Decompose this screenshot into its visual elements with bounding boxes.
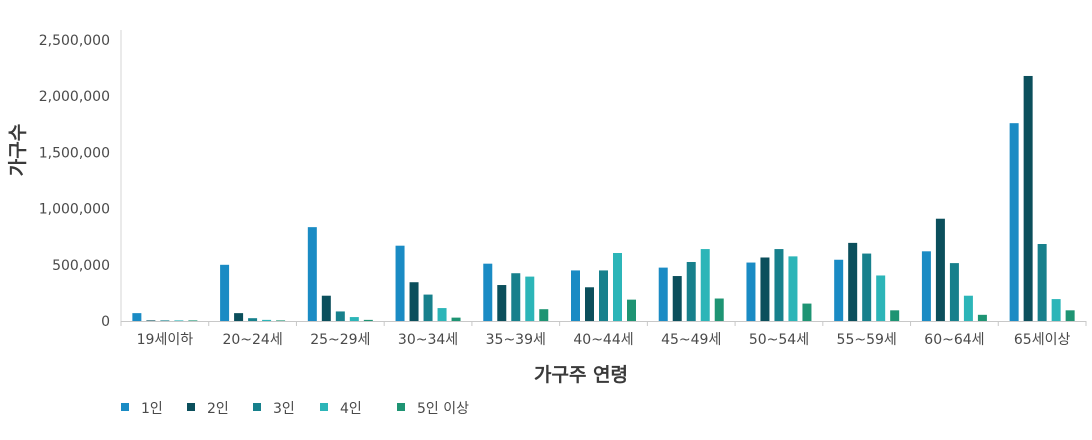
bar: [890, 310, 900, 321]
bar: [686, 261, 696, 321]
bar: [423, 294, 433, 321]
bar: [802, 303, 812, 321]
x-tick-label: 60~64세: [924, 332, 984, 348]
bar: [437, 308, 447, 321]
y-tick-label: 0: [101, 314, 110, 330]
legend-swatch: [320, 403, 328, 411]
x-tick-label: 50~54세: [749, 332, 809, 348]
bar: [746, 262, 756, 321]
x-tick-label: 40~44세: [573, 332, 633, 348]
x-tick-label: 55~59세: [837, 332, 897, 348]
bar: [220, 264, 230, 321]
bar: [1037, 244, 1047, 321]
x-axis-title: 가구주 연령: [534, 364, 628, 386]
legend-item: 3인: [253, 401, 295, 417]
bar: [672, 276, 682, 321]
y-tick-label: 1,500,000: [39, 145, 110, 161]
bar: [627, 299, 636, 321]
y-axis-ticks: 0 500,000 1,000,000 1,500,000 2,000,000 2,500…: [39, 33, 110, 330]
legend-item: 4인: [320, 401, 362, 417]
bar: [714, 298, 724, 321]
bar: [321, 295, 331, 321]
bar: [146, 320, 156, 321]
x-tick-label: 45~49세: [661, 332, 721, 348]
bar: [876, 275, 886, 321]
bars: [132, 75, 1075, 322]
legend: 1인 2인 3인 4인 5인 이상: [121, 401, 469, 417]
y-tick-label: 500,000: [52, 258, 110, 274]
bar: [409, 282, 419, 321]
bar: [935, 218, 945, 321]
bar: [483, 263, 493, 321]
bar: [307, 227, 317, 321]
x-tick-label: 35~39세: [486, 332, 546, 348]
x-axis-tick-labels: 19세이하 20~24세 25~29세 30~34세 35~39세 40~44세 45~49…: [137, 332, 1071, 348]
x-tick-label: 65세이상: [1014, 332, 1071, 348]
bar: [700, 249, 710, 321]
x-tick-label: 20~24세: [222, 332, 282, 348]
legend-swatch: [397, 403, 405, 411]
bar: [1009, 123, 1019, 322]
bar: [613, 252, 622, 321]
bar: [862, 253, 872, 321]
bar: [349, 317, 359, 321]
bar: [188, 320, 198, 321]
bar: [599, 270, 608, 321]
bar: [451, 317, 461, 321]
bar: [395, 245, 405, 321]
bar: [174, 320, 184, 321]
bar: [234, 313, 244, 321]
bar: [1051, 299, 1061, 321]
bar: [571, 270, 580, 321]
bar: [1023, 75, 1033, 321]
legend-item: 2인: [187, 401, 229, 417]
bar: [788, 256, 798, 321]
bar: [511, 273, 521, 321]
bar: [335, 311, 345, 321]
bar: [834, 259, 844, 321]
legend-label: 4인: [340, 401, 362, 417]
bar: [276, 320, 286, 321]
legend-label: 3인: [273, 401, 295, 417]
bar: [525, 276, 535, 321]
bar: [1065, 310, 1075, 321]
bar: [497, 285, 507, 321]
bar: [760, 257, 770, 321]
y-tick-label: 2,000,000: [39, 89, 110, 105]
x-tick-label: 25~29세: [310, 332, 370, 348]
bar: [132, 313, 142, 321]
y-tick-label: 1,000,000: [39, 202, 110, 218]
x-tick-label: 30~34세: [398, 332, 458, 348]
bar: [949, 263, 959, 321]
x-tick-label: 19세이하: [137, 332, 194, 348]
x-axis: [120, 30, 1087, 326]
legend-swatch: [253, 403, 261, 411]
bar: [963, 295, 973, 321]
bar: [921, 251, 931, 321]
bar: [539, 309, 549, 321]
bar: [977, 314, 987, 321]
legend-item: 5인 이상: [397, 401, 469, 417]
bar: [248, 318, 258, 321]
bar: [848, 242, 858, 321]
y-axis-title: 가구수: [7, 124, 29, 176]
legend-swatch: [187, 403, 195, 411]
legend-label: 1인: [141, 401, 163, 417]
legend-label: 2인: [207, 401, 229, 417]
legend-label: 5인 이상: [417, 401, 469, 417]
bar: [774, 249, 784, 321]
bar: [160, 320, 170, 321]
y-tick-label: 2,500,000: [39, 33, 110, 49]
bar: [658, 267, 668, 321]
legend-swatch: [121, 403, 129, 411]
bar: [585, 287, 594, 321]
bar: [363, 319, 373, 321]
legend-item: 1인: [121, 401, 163, 417]
bar: [262, 319, 272, 321]
